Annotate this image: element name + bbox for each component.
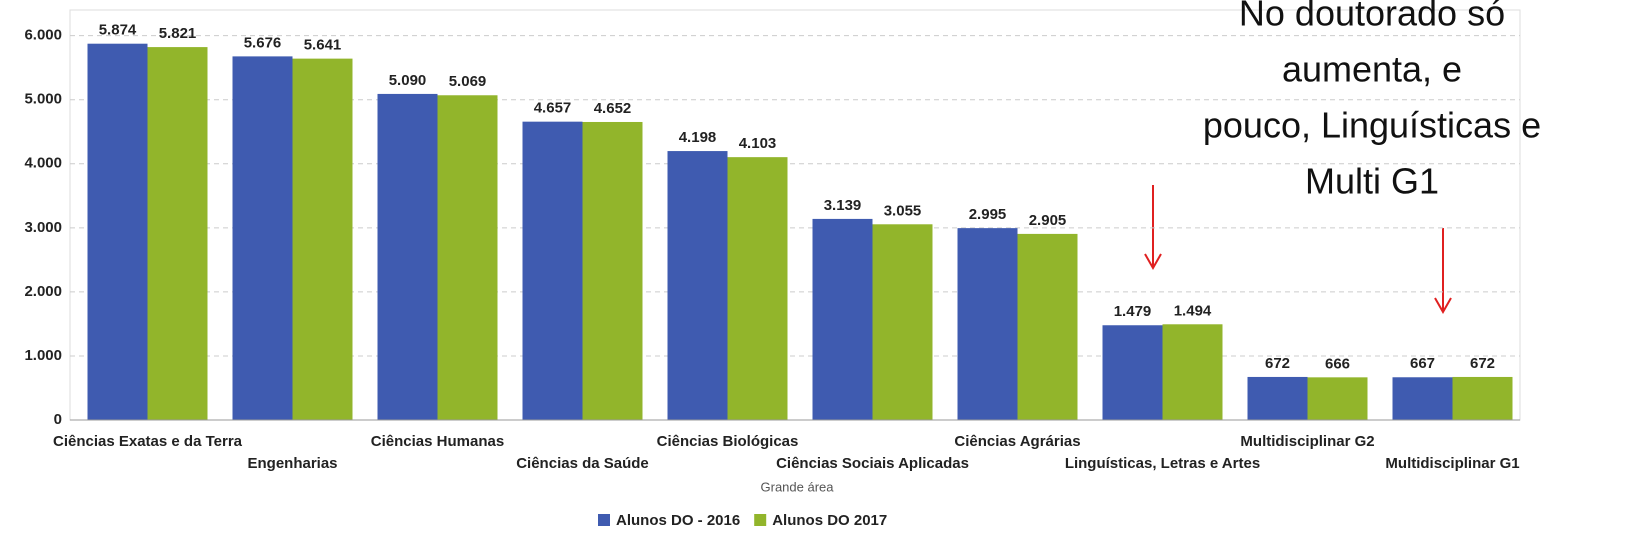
- value-label: 5.874: [99, 22, 137, 39]
- annotation: No doutorado só: [1239, 0, 1505, 34]
- value-label: 667: [1410, 355, 1435, 372]
- value-label: 4.198: [679, 129, 717, 146]
- x-tick-label: Multidisciplinar G1: [1385, 455, 1519, 472]
- value-label: 5.069: [449, 73, 487, 90]
- x-tick-label: Ciências Biológicas: [657, 433, 799, 450]
- bar: [1452, 376, 1513, 420]
- value-label: 2.995: [969, 206, 1007, 223]
- arrow: [1434, 228, 1452, 315]
- bar: [812, 218, 873, 420]
- y-tick-label: 0: [54, 411, 62, 428]
- legend-label: Alunos DO - 2016: [616, 512, 740, 529]
- y-tick-label: 5.000: [24, 91, 62, 108]
- value-label: 1.494: [1174, 302, 1212, 319]
- bar: [437, 95, 498, 421]
- bar: [727, 157, 788, 421]
- value-label: 666: [1325, 355, 1350, 372]
- x-tick-label: Ciências Sociais Aplicadas: [776, 455, 969, 472]
- y-tick-label: 1.000: [24, 347, 62, 364]
- bar: [957, 228, 1018, 420]
- bar: [1102, 325, 1163, 420]
- bar: [522, 121, 583, 420]
- y-tick-label: 6.000: [24, 27, 62, 44]
- bar: [232, 56, 293, 420]
- bar: [667, 151, 728, 421]
- x-axis-title: Grande área: [761, 479, 835, 494]
- value-label: 5.676: [244, 34, 282, 51]
- value-label: 3.139: [824, 197, 862, 214]
- y-tick-label: 2.000: [24, 283, 62, 300]
- x-tick-label: Multidisciplinar G2: [1240, 433, 1374, 450]
- value-label: 672: [1470, 355, 1495, 372]
- bar: [1017, 233, 1078, 420]
- bar: [87, 43, 148, 421]
- bar: [1392, 377, 1453, 420]
- value-label: 3.055: [884, 202, 922, 219]
- value-label: 5.821: [159, 25, 197, 42]
- annotation: pouco, Linguísticas e: [1203, 105, 1541, 146]
- value-label: 672: [1265, 355, 1290, 372]
- y-tick-label: 4.000: [24, 155, 62, 172]
- x-tick-label: Ciências Exatas e da Terra: [53, 433, 243, 450]
- value-label: 4.657: [534, 100, 572, 117]
- annotation: Multi G1: [1305, 161, 1439, 202]
- bar: [377, 93, 438, 420]
- legend-swatch: [754, 514, 767, 526]
- bar: [147, 47, 208, 420]
- value-label: 1.479: [1114, 303, 1152, 320]
- legend-swatch: [598, 514, 610, 526]
- bar: [582, 121, 643, 420]
- x-tick-label: Linguísticas, Letras e Artes: [1065, 455, 1260, 472]
- x-tick-label: Ciências Agrárias: [954, 433, 1080, 450]
- value-label: 5.641: [304, 37, 342, 54]
- bar: [1247, 376, 1308, 420]
- bar: [1162, 324, 1223, 420]
- value-label: 4.652: [594, 100, 632, 117]
- bar: [872, 224, 933, 420]
- annotation: aumenta, e: [1282, 49, 1462, 90]
- x-tick-label: Ciências da Saúde: [516, 455, 649, 472]
- value-label: 2.905: [1029, 212, 1067, 229]
- bar: [292, 58, 353, 420]
- x-tick-label: Engenharias: [247, 455, 337, 472]
- value-label: 5.090: [389, 72, 427, 89]
- value-label: 4.103: [739, 135, 777, 152]
- legend-label: Alunos DO 2017: [772, 512, 887, 529]
- y-tick-label: 3.000: [24, 219, 62, 236]
- x-tick-label: Ciências Humanas: [371, 433, 504, 450]
- arrow: [1144, 185, 1162, 271]
- bar: [1307, 377, 1368, 420]
